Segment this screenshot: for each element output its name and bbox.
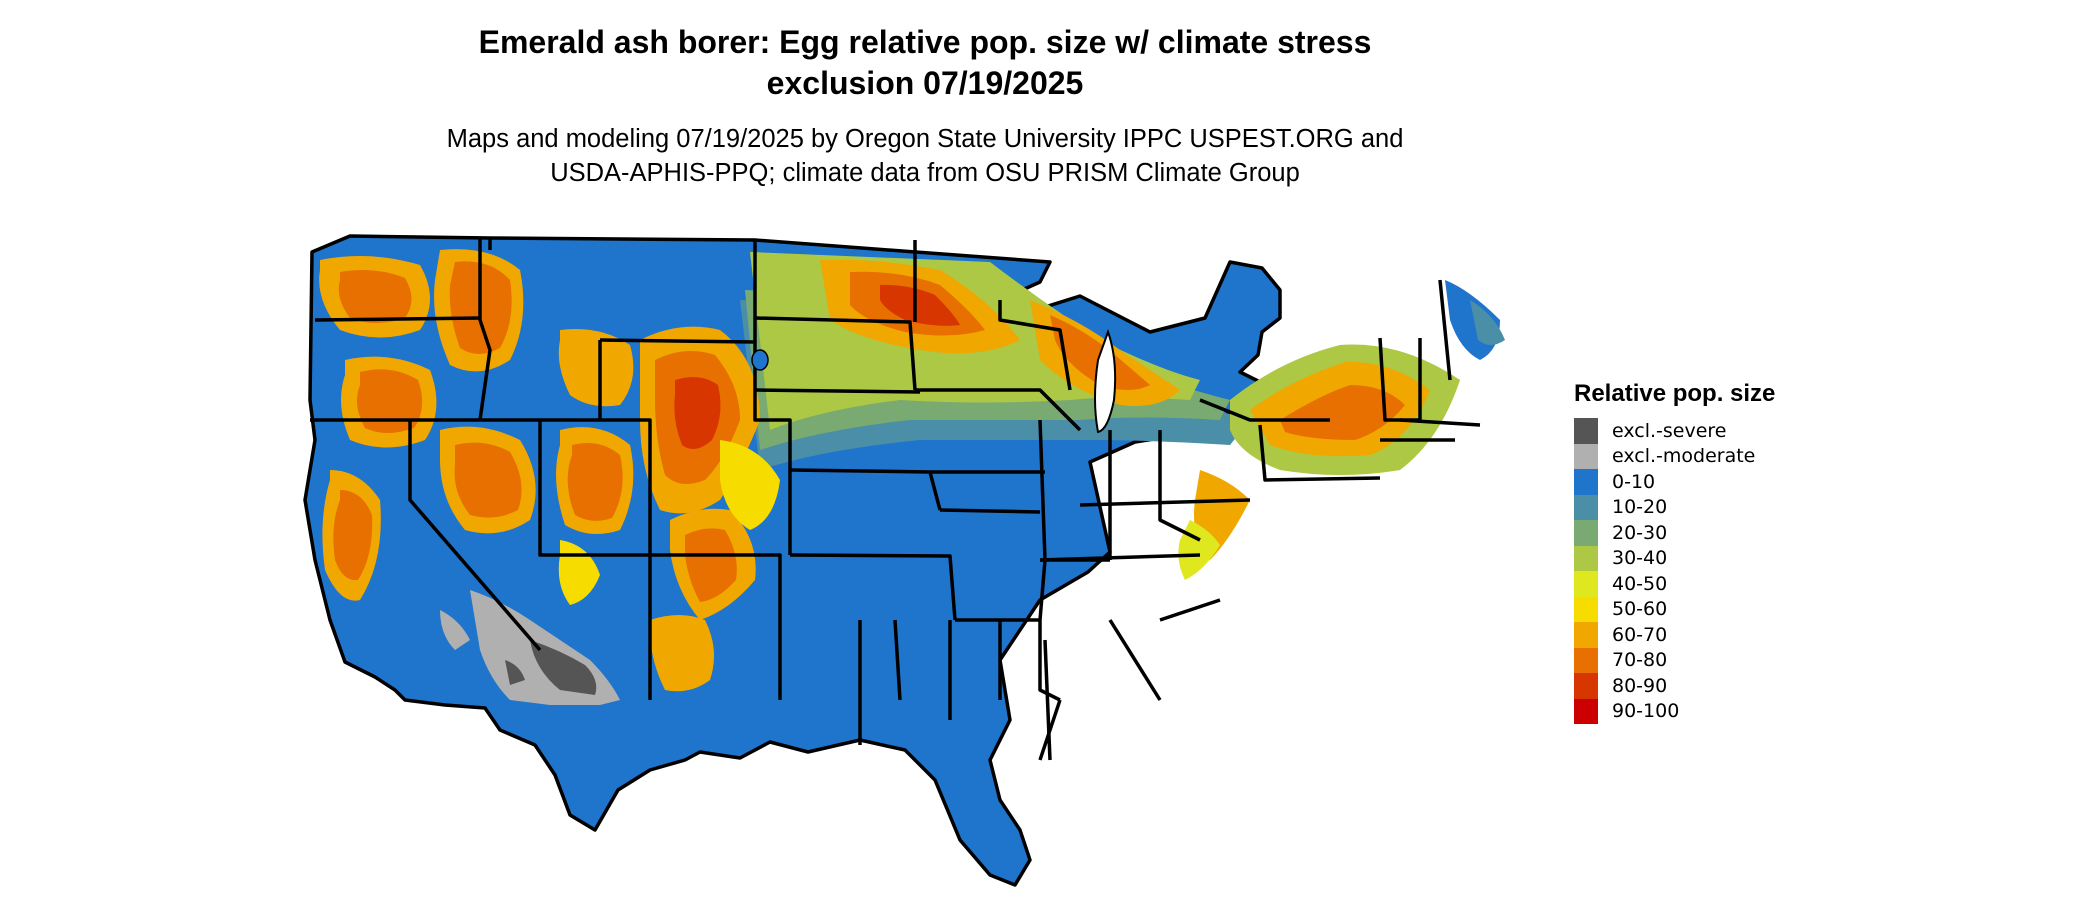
legend-label: 70-80 <box>1612 649 1668 672</box>
legend-swatch <box>1574 571 1598 597</box>
map-title: Emerald ash borer: Egg relative pop. siz… <box>0 22 1850 104</box>
legend-swatch <box>1574 443 1598 469</box>
legend-swatch <box>1574 622 1598 648</box>
legend-label: 90-100 <box>1612 700 1680 723</box>
legend-item: 50-60 <box>1574 596 1775 622</box>
legend-item: 30-40 <box>1574 545 1775 571</box>
legend-swatch <box>1574 673 1598 699</box>
legend-label: excl.-moderate <box>1612 445 1756 468</box>
legend-label: excl.-severe <box>1612 419 1727 442</box>
legend-swatch <box>1574 494 1598 520</box>
legend-item: 40-50 <box>1574 571 1775 597</box>
us-map <box>303 234 1505 887</box>
legend-item: excl.-moderate <box>1574 443 1775 469</box>
rocky-mountain-region <box>640 326 780 692</box>
title-line-2: exclusion 07/19/2025 <box>766 65 1084 101</box>
legend-item: 70-80 <box>1574 647 1775 673</box>
legend-label: 0-10 <box>1612 470 1656 493</box>
exclusion-severe-region <box>505 640 597 695</box>
legend-swatch <box>1574 647 1598 673</box>
legend-item: 20-30 <box>1574 520 1775 546</box>
legend-label: 10-20 <box>1612 496 1668 519</box>
legend: Relative pop. size excl.-severe excl.-mo… <box>1574 380 1775 724</box>
legend-label: 60-70 <box>1612 623 1668 646</box>
legend-label: 30-40 <box>1612 547 1668 570</box>
legend-swatch <box>1574 418 1598 444</box>
legend-label: 50-60 <box>1612 598 1668 621</box>
legend-swatch <box>1574 545 1598 571</box>
legend-title: Relative pop. size <box>1574 380 1776 407</box>
lake <box>751 349 769 371</box>
legend-item: 60-70 <box>1574 622 1775 648</box>
northeast-region <box>1178 280 1505 580</box>
legend-swatch <box>1574 698 1598 724</box>
legend-label: 80-90 <box>1612 674 1668 697</box>
legend-swatch <box>1574 469 1598 495</box>
state-boundaries <box>310 238 1481 761</box>
subtitle-line-2: USDA-APHIS-PPQ; climate data from OSU PR… <box>550 159 1300 187</box>
legend-swatch <box>1574 520 1598 546</box>
legend-item: 90-100 <box>1574 698 1775 724</box>
legend-item: 80-90 <box>1574 673 1775 699</box>
title-line-1: Emerald ash borer: Egg relative pop. siz… <box>478 24 1372 60</box>
legend-label: 20-30 <box>1612 521 1668 544</box>
legend-item: 10-20 <box>1574 494 1775 520</box>
legend-label: 40-50 <box>1612 572 1668 595</box>
legend-item: excl.-severe <box>1574 418 1775 444</box>
subtitle-line-1: Maps and modeling 07/19/2025 by Oregon S… <box>446 125 1404 153</box>
map-subtitle: Maps and modeling 07/19/2025 by Oregon S… <box>0 122 1850 190</box>
legend-item: 0-10 <box>1574 469 1775 495</box>
legend-swatch <box>1574 596 1598 622</box>
